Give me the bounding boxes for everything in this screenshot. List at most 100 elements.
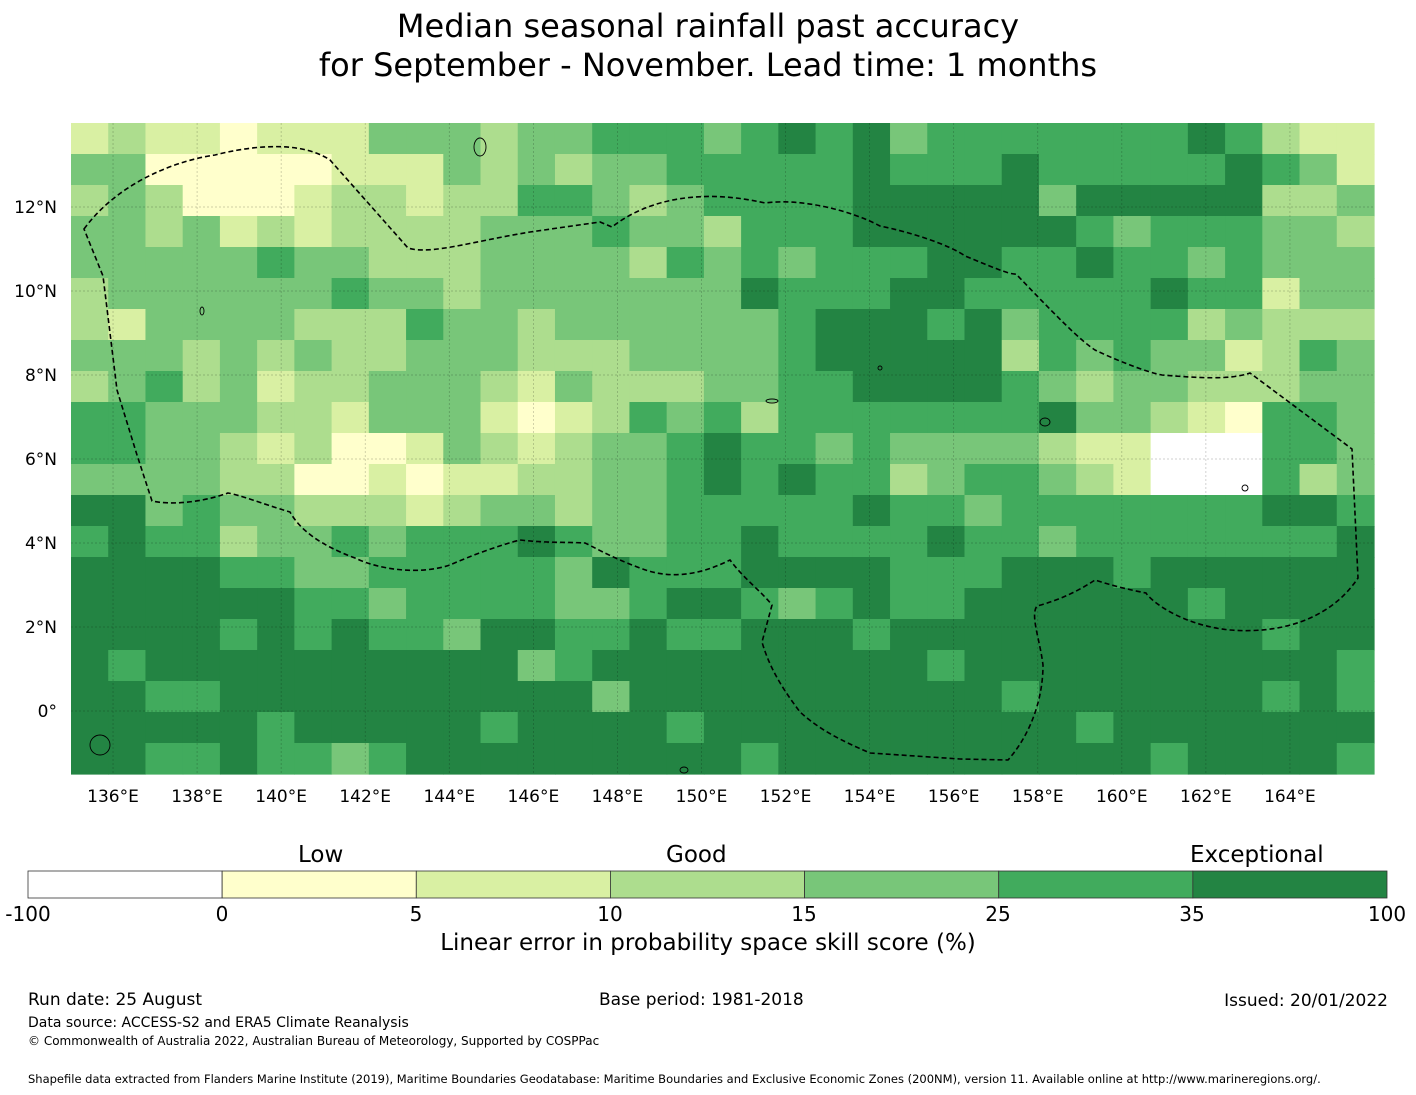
island-outline <box>199 306 205 316</box>
skill-cell <box>1262 681 1301 713</box>
skill-cell <box>1336 619 1375 651</box>
skill-cell <box>1336 681 1375 713</box>
skill-cell <box>257 278 295 310</box>
skill-cell <box>71 185 109 217</box>
skill-cell <box>257 216 295 248</box>
skill-cell <box>1001 185 1040 217</box>
skill-cell <box>182 743 221 775</box>
skill-cell <box>1113 154 1152 186</box>
skill-cell <box>443 185 482 217</box>
skill-cell <box>927 123 966 155</box>
skill-cell <box>108 216 147 248</box>
skill-cell <box>71 712 109 744</box>
skill-cell <box>1336 743 1375 775</box>
skill-cell <box>182 526 221 558</box>
skill-cell <box>629 743 668 775</box>
skill-cell <box>1336 154 1375 186</box>
skill-cell <box>1113 309 1152 341</box>
skill-cell <box>1187 526 1226 558</box>
skill-cell <box>629 650 668 682</box>
skill-cell <box>1187 650 1226 682</box>
skill-cell <box>443 433 482 465</box>
skill-cell <box>1113 340 1152 372</box>
skill-cell <box>703 433 742 465</box>
skill-cell <box>554 743 593 775</box>
skill-cell <box>443 650 482 682</box>
skill-cell <box>1225 557 1263 589</box>
skill-cell <box>1299 185 1338 217</box>
skill-cell <box>480 619 519 651</box>
skill-cell <box>219 185 258 217</box>
skill-cell <box>1113 278 1152 310</box>
skill-cell <box>71 247 109 279</box>
skill-cell <box>1336 216 1375 248</box>
skill-cell <box>368 650 407 682</box>
skill-cell <box>1150 340 1189 372</box>
skill-cell <box>554 588 593 620</box>
skill-cell <box>741 650 779 682</box>
skill-cell <box>852 247 891 279</box>
skill-cell <box>1262 464 1301 496</box>
skill-cell <box>1187 464 1226 496</box>
skill-cell <box>219 216 258 248</box>
skill-cell <box>1076 588 1114 620</box>
longitude-labels: 136°E 138°E 140°E 142°E 144°E 146°E 148°E 150°E… <box>87 787 1316 807</box>
skill-cell <box>964 650 1003 682</box>
skill-cell <box>815 588 854 620</box>
skill-cell <box>703 185 742 217</box>
skill-cell <box>592 340 631 372</box>
skill-cell <box>1113 247 1152 279</box>
skill-cell <box>108 619 147 651</box>
skill-cell <box>294 650 333 682</box>
colorbar-segment <box>221 870 417 899</box>
skill-cell <box>778 123 817 155</box>
skill-cell <box>1225 371 1263 403</box>
skill-cell <box>1113 185 1152 217</box>
skill-cell <box>592 712 631 744</box>
skill-cell <box>219 433 258 465</box>
skill-cell <box>852 557 891 589</box>
skill-cell <box>1076 433 1114 465</box>
skill-cell <box>629 216 668 248</box>
skill-cell <box>964 123 1003 155</box>
skill-cell <box>927 588 966 620</box>
skill-cell <box>592 526 631 558</box>
skill-cell <box>1262 402 1301 434</box>
skill-cell <box>219 743 258 775</box>
skill-cell <box>1299 278 1338 310</box>
skill-cell <box>1076 123 1114 155</box>
skill-cell <box>257 340 295 372</box>
skill-cell <box>927 402 966 434</box>
island-outlines <box>89 137 1249 774</box>
skill-cell <box>703 123 742 155</box>
skill-cell <box>964 185 1003 217</box>
skill-cell <box>815 402 854 434</box>
skill-cell <box>778 371 817 403</box>
skill-cell <box>108 371 147 403</box>
skill-cell <box>71 433 109 465</box>
skill-cell <box>517 712 556 744</box>
skill-cell <box>219 247 258 279</box>
skill-cell <box>331 557 370 589</box>
skill-cell <box>71 464 109 496</box>
skill-cell <box>182 278 221 310</box>
skill-cell <box>480 743 519 775</box>
skill-cell <box>294 371 333 403</box>
skill-cell <box>778 154 817 186</box>
skill-cell <box>1299 650 1338 682</box>
skill-cell <box>443 371 482 403</box>
skill-cell <box>1225 340 1263 372</box>
skill-cell <box>1038 743 1077 775</box>
skill-cell <box>703 681 742 713</box>
skill-cell <box>219 650 258 682</box>
skill-cell <box>406 247 444 279</box>
skill-cell <box>666 154 705 186</box>
skill-cell <box>219 681 258 713</box>
skill-cell <box>666 743 705 775</box>
skill-cell <box>331 526 370 558</box>
skill-cell <box>517 743 556 775</box>
skill-cell <box>1299 309 1338 341</box>
skill-cell <box>666 619 705 651</box>
skill-cell <box>1150 619 1189 651</box>
skill-cell <box>443 619 482 651</box>
